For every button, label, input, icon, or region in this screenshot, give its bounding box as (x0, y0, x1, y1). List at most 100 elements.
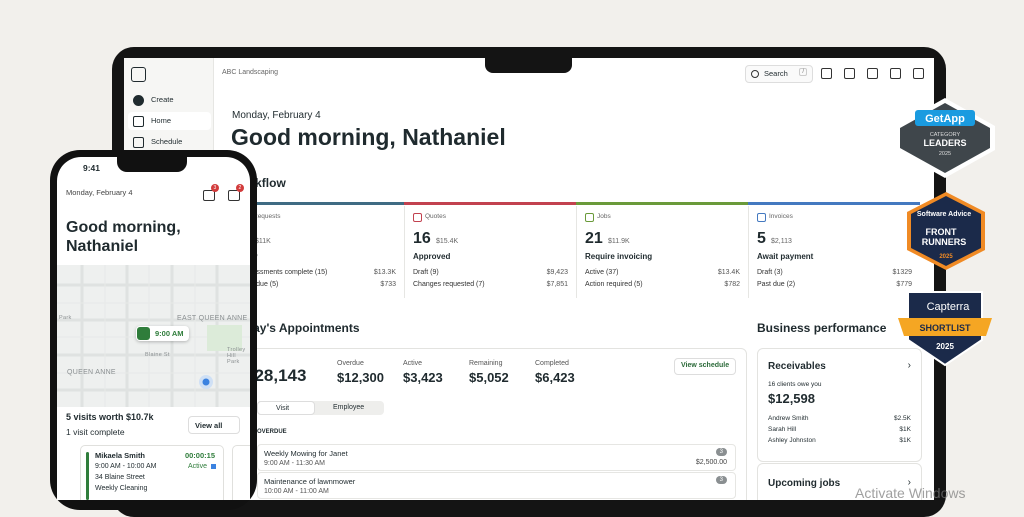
visit-row[interactable]: Maintenance of lawnmower 10:00 AM - 11:00… (257, 472, 736, 499)
workflow-amount: $11K (255, 238, 271, 245)
greeting: Good morning, Nathaniel (231, 124, 506, 150)
nav-icon (133, 116, 144, 127)
notification-badge: 3 (211, 184, 219, 192)
notification-badge: 2 (236, 184, 244, 192)
workflow-count: 21 (585, 230, 603, 247)
visit-time: 9:00 AM - 11:30 AM (264, 460, 325, 467)
phone-icon[interactable] (228, 190, 240, 201)
appointments-title: Today's Appointments (232, 321, 360, 335)
laptop-screen: Create Home Schedule ABC Landscaping Search… (124, 58, 934, 500)
laptop-notch (485, 58, 572, 73)
tab[interactable]: Employee (315, 401, 384, 415)
stat-label: Remaining (469, 360, 503, 367)
business-title: Business performance (757, 321, 887, 335)
toolbar-icon[interactable] (913, 68, 924, 79)
workflow-row-label: Active (37) (585, 269, 619, 276)
workflow-status: Approved (413, 252, 451, 261)
watermark: Activate Windows (855, 485, 966, 501)
receivable-value: $1K (899, 437, 911, 444)
visit-card[interactable]: Mikaela Smith 00:00:15 9:00 AM - 10:00 AM A… (80, 445, 224, 500)
visit-row[interactable]: Weekly Mowing for Janet 9:00 AM - 11:30 A… (257, 444, 736, 471)
stat-value: $5,052 (469, 370, 509, 385)
card-address: 34 Blaine Street (95, 474, 145, 481)
upcoming-title: Upcoming jobs (768, 478, 841, 489)
visit-time: 10:00 AM - 11:00 AM (264, 488, 329, 495)
date: Monday, February 4 (232, 110, 321, 121)
nav-icon (133, 95, 144, 106)
nav-active (128, 112, 211, 130)
pin-icon (137, 327, 150, 340)
map-pin[interactable]: 9:00 AM (136, 326, 189, 341)
workflow-row-value: $9,423 (546, 269, 568, 276)
appointments-total: $28,143 (245, 366, 307, 385)
workflow-bar (576, 202, 748, 205)
visit-count: 3 (715, 448, 727, 456)
workflow-status: Require invoicing (585, 252, 653, 261)
workflow-label: Invoices (769, 213, 793, 220)
workflow-row-value: $1329 (892, 269, 912, 276)
view-schedule-label: View schedule (681, 362, 730, 369)
workflow-count: 16 (413, 230, 431, 247)
view-schedule-button[interactable]: View schedule (674, 358, 736, 375)
receivables-card[interactable]: Receivables › 16 clients owe you $12,598 And… (757, 348, 922, 462)
workflow-row-label: Changes requested (7) (413, 281, 485, 288)
workflow-bar (748, 202, 920, 205)
divider (576, 206, 577, 298)
card-timer: 00:00:15 (184, 451, 215, 460)
workflow-amount: $11.9K (608, 238, 630, 245)
phone-screen: 9:41 Monday, February 4 3 2 Good morning, Na… (57, 157, 250, 500)
visit-title: Maintenance of lawnmower (264, 477, 356, 486)
search-key: / (799, 68, 807, 76)
appointments-card: $28,143 Overdue $12,300 Active $3,423 Remaini… (232, 348, 747, 500)
nav-item: Home (151, 116, 172, 125)
receivable-name: Andrew Smith (768, 415, 809, 422)
nav-item: Create (151, 95, 174, 104)
view-all-button[interactable]: View all (188, 416, 240, 434)
workflow-row-label: Past due (2) (757, 281, 796, 288)
chevron: › (907, 477, 911, 488)
stat-value: $6,423 (535, 370, 575, 385)
workflow-label: Requests (253, 213, 281, 220)
chevron: › (907, 360, 911, 371)
toolbar-icon[interactable] (890, 68, 901, 79)
phone-greeting: Good morning, Nathaniel (66, 219, 181, 255)
workflow-icon (413, 213, 422, 222)
stat-value: $12,300 (337, 370, 384, 385)
workflow-bar (232, 202, 404, 205)
pin-time: 9:00 AM (155, 329, 184, 338)
workflow-row-label: Assessments complete (15) (241, 269, 328, 276)
section-label: OVERDUE (257, 429, 287, 435)
company-name: ABC Landscaping (222, 69, 279, 76)
visit-title: Weekly Mowing for Janet (264, 449, 348, 458)
toolbar-icon[interactable] (867, 68, 878, 79)
workflow-row-value: $782 (724, 281, 740, 288)
workflow-count: 5 (757, 230, 766, 247)
map-label: Park (59, 315, 72, 321)
page: {"laptop":{"company":"ABC Landscaping","… (50, 47, 995, 517)
receivable-name: Ashley Johnston (768, 437, 816, 444)
next-card (232, 445, 250, 500)
upcoming-card[interactable]: Upcoming jobs › (757, 463, 922, 500)
phone-summary: 5 visits worth $10.7k 1 visit complete Vie… (57, 407, 250, 500)
visit-count: 3 (715, 476, 727, 484)
search-box[interactable]: Search / (745, 65, 813, 83)
receivables-note: 16 clients owe you (768, 381, 822, 388)
stat-value: $3,423 (403, 370, 443, 385)
receivables-title: Receivables (768, 361, 826, 372)
tab[interactable]: Visit (257, 401, 315, 415)
visits-complete: 1 visit complete (66, 427, 125, 437)
toolbar-icon[interactable] (844, 68, 855, 79)
receivable-value: $1K (899, 426, 911, 433)
workflow-label: Jobs (597, 213, 611, 220)
phone-icon[interactable] (203, 190, 215, 201)
workflow-amount: $2,113 (771, 238, 792, 245)
logo (131, 67, 146, 82)
visits-summary: 5 visits worth $10.7k (66, 412, 154, 422)
phone-date: Monday, February 4 (66, 188, 133, 197)
workflow-icon (757, 213, 766, 222)
toolbar-icon[interactable] (821, 68, 832, 79)
map-label: Blaine St (145, 352, 170, 358)
map-label: Trolley Hill Park (227, 347, 246, 365)
workflow-icon (585, 213, 594, 222)
card-service: Weekly Cleaning (95, 485, 148, 492)
